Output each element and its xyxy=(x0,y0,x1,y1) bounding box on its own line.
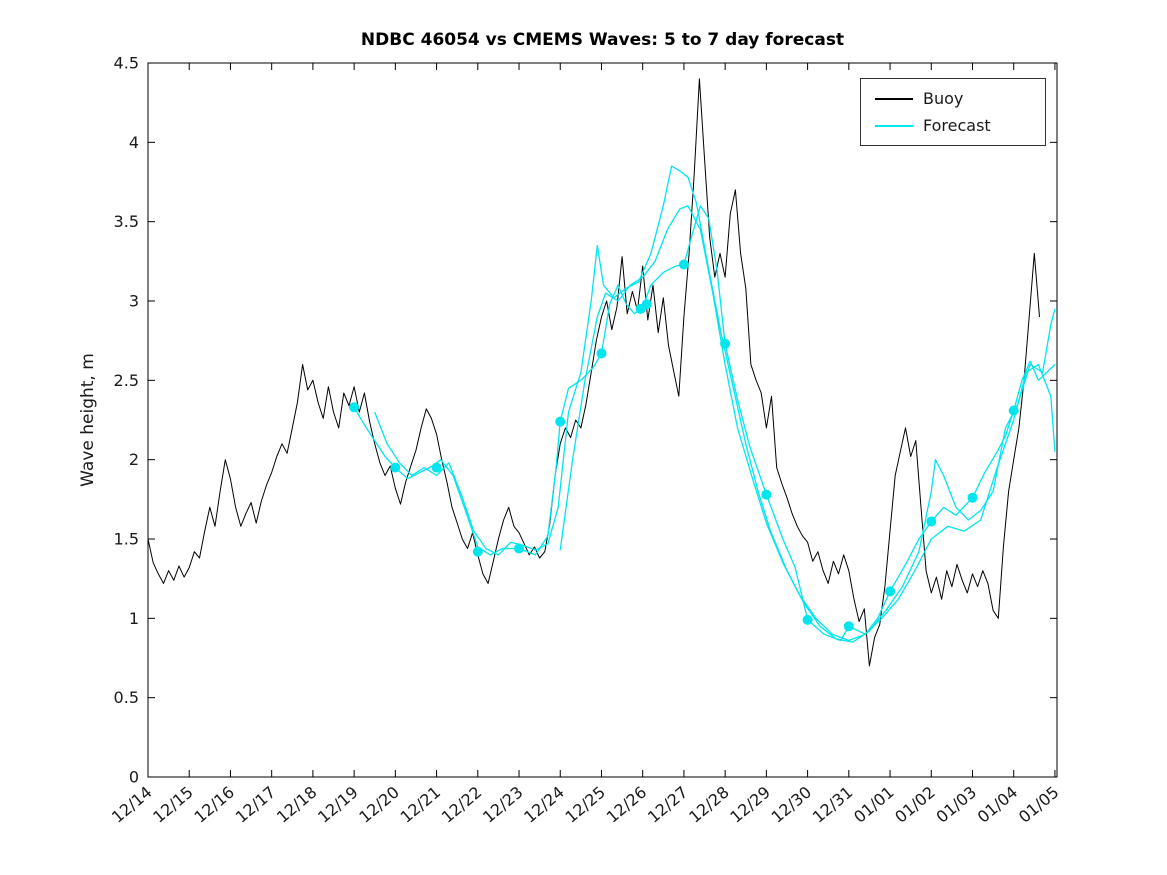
legend-item-buoy: Buoy xyxy=(861,85,1045,112)
x-tick-label: 12/22 xyxy=(438,783,486,827)
plot-box xyxy=(147,62,1058,778)
x-tick-label: 01/02 xyxy=(891,783,939,827)
x-tick-label: 12/26 xyxy=(603,783,651,827)
x-tick-label: 12/14 xyxy=(108,783,156,827)
legend: Buoy Forecast xyxy=(860,78,1046,146)
x-tick-label: 01/05 xyxy=(1015,783,1063,827)
forecast-series-1 xyxy=(353,205,1056,642)
y-tick-label: 3 xyxy=(129,292,139,311)
x-tick-label: 01/03 xyxy=(933,783,981,827)
chart-title: NDBC 46054 vs CMEMS Waves: 5 to 7 day fo… xyxy=(360,30,845,50)
y-tick-label: 0.5 xyxy=(114,688,139,707)
y-tick-label: 2.5 xyxy=(114,371,139,390)
forecast-series-3 xyxy=(559,205,1056,642)
tick-labels: 0 0.5 1 1.5 2 2.5 3 3.5 4 4.5 12/1412/1512/1612/17… xyxy=(108,54,1062,827)
x-tick-label: 12/31 xyxy=(809,783,857,827)
legend-label-forecast: Forecast xyxy=(923,116,991,135)
forecast-markers xyxy=(349,259,1019,632)
buoy-series xyxy=(147,78,1040,667)
buoy-line-sample xyxy=(875,97,913,100)
x-tick-label: 12/17 xyxy=(232,783,280,827)
axis-ticks xyxy=(147,62,1057,778)
y-tick-label: 0 xyxy=(129,768,139,787)
x-tick-label: 12/18 xyxy=(273,783,321,827)
x-tick-label: 01/04 xyxy=(974,783,1022,827)
x-tick-label: 12/30 xyxy=(768,783,816,827)
y-tick-label: 1.5 xyxy=(114,530,139,549)
x-tick-label: 12/28 xyxy=(685,783,733,827)
x-tick-label: 12/27 xyxy=(644,783,692,827)
forecast-line-sample xyxy=(875,124,913,127)
x-tick-label: 12/15 xyxy=(149,783,197,827)
x-tick-label: 12/19 xyxy=(314,783,362,827)
y-tick-label: 1 xyxy=(129,609,139,628)
y-tick-label: 2 xyxy=(129,450,139,469)
y-tick-label: 4 xyxy=(129,133,139,152)
x-tick-label: 12/23 xyxy=(479,783,527,827)
y-tick-label: 3.5 xyxy=(114,212,139,231)
legend-label-buoy: Buoy xyxy=(923,89,964,108)
x-tick-label: 12/16 xyxy=(190,783,238,827)
x-tick-label: 12/21 xyxy=(397,783,445,827)
y-tick-label: 4.5 xyxy=(114,54,139,73)
x-tick-label: 12/24 xyxy=(520,783,568,827)
x-tick-label: 12/25 xyxy=(562,783,610,827)
x-tick-label: 12/20 xyxy=(355,783,403,827)
forecast-series-2 xyxy=(374,165,1056,643)
legend-item-forecast: Forecast xyxy=(861,112,1045,139)
x-tick-label: 12/29 xyxy=(726,783,774,827)
x-tick-label: 01/01 xyxy=(850,783,898,827)
